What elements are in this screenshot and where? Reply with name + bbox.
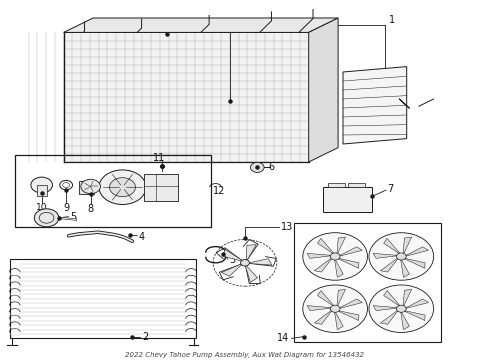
Polygon shape [343,67,407,144]
Circle shape [99,170,146,204]
Polygon shape [245,265,257,282]
Polygon shape [337,289,345,307]
Polygon shape [246,245,256,261]
Polygon shape [403,237,412,255]
Polygon shape [314,257,332,272]
Polygon shape [335,311,343,330]
Bar [144,174,178,201]
Polygon shape [405,299,428,309]
Polygon shape [339,247,362,256]
Polygon shape [405,247,428,256]
Circle shape [369,285,434,333]
Text: 5: 5 [70,212,76,222]
Circle shape [110,178,135,197]
Polygon shape [337,311,359,320]
Text: 4: 4 [139,231,145,242]
Polygon shape [403,258,425,268]
Circle shape [250,162,264,172]
Circle shape [396,253,406,260]
Polygon shape [339,299,362,309]
Text: 7: 7 [387,184,393,194]
Bar [37,185,47,196]
Circle shape [396,305,406,312]
Polygon shape [380,310,398,324]
Text: 2022 Chevy Tahoe Pump Assembly, Aux Wat Diagram for 13546432: 2022 Chevy Tahoe Pump Assembly, Aux Wat … [125,352,365,358]
Circle shape [31,177,52,193]
Polygon shape [335,259,343,277]
Polygon shape [307,306,332,311]
Bar [10,259,196,338]
Text: 12: 12 [213,186,225,196]
Polygon shape [401,311,409,330]
Circle shape [34,209,59,227]
Text: 9: 9 [63,203,69,213]
Polygon shape [403,289,412,307]
Circle shape [369,233,434,280]
Bar [328,183,345,187]
Text: 13: 13 [281,222,293,232]
Polygon shape [318,238,335,254]
Circle shape [303,285,368,333]
Polygon shape [309,18,338,162]
Bar [348,183,365,187]
Text: 2: 2 [142,332,148,342]
Bar [294,223,441,342]
Polygon shape [384,291,401,306]
Polygon shape [64,18,338,32]
Polygon shape [401,259,409,277]
Polygon shape [337,237,345,255]
Circle shape [241,260,249,266]
Polygon shape [380,257,398,272]
Circle shape [303,233,368,280]
Polygon shape [318,291,335,306]
Polygon shape [373,306,398,311]
Circle shape [81,179,100,194]
Polygon shape [403,311,425,320]
Text: 6: 6 [269,162,274,172]
Circle shape [330,253,340,260]
Polygon shape [373,253,398,258]
Text: 10: 10 [36,203,48,212]
Text: 14: 14 [277,333,289,343]
Bar [79,181,94,194]
Polygon shape [223,249,244,261]
Polygon shape [314,310,332,324]
Text: 3: 3 [229,255,236,265]
Polygon shape [64,32,309,162]
Text: 8: 8 [88,204,94,214]
Polygon shape [384,238,401,254]
Polygon shape [247,259,272,265]
Polygon shape [221,264,243,276]
Bar [323,187,372,212]
Text: 1: 1 [389,15,395,25]
Text: 11: 11 [153,153,165,163]
Polygon shape [337,258,359,268]
Bar [15,155,211,227]
Polygon shape [307,253,332,258]
Circle shape [330,305,340,312]
